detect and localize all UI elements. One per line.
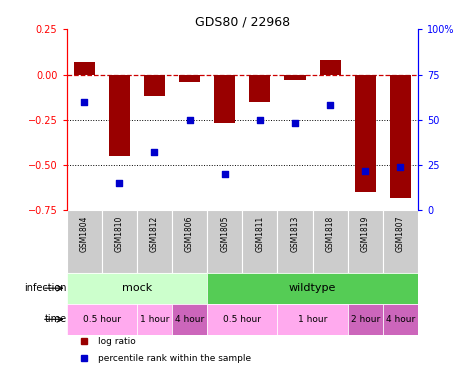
Text: percentile rank within the sample: percentile rank within the sample	[98, 354, 251, 363]
Text: GSM1812: GSM1812	[150, 215, 159, 251]
Bar	[66, 273, 207, 304]
Text: GSM1805: GSM1805	[220, 215, 229, 252]
Text: log ratio: log ratio	[98, 337, 136, 346]
Text: infection: infection	[24, 283, 67, 293]
Point	[80, 99, 88, 105]
Text: GSM1813: GSM1813	[291, 215, 299, 252]
Text: time: time	[44, 314, 66, 324]
Bar	[172, 304, 207, 335]
Bar	[355, 75, 376, 192]
Bar	[137, 304, 172, 335]
Bar	[207, 304, 277, 335]
Bar	[348, 304, 383, 335]
Bar	[277, 304, 348, 335]
Bar	[390, 75, 411, 198]
Bar	[214, 75, 235, 123]
Bar	[277, 210, 313, 273]
Bar	[179, 75, 200, 82]
Text: GSM1810: GSM1810	[115, 215, 124, 252]
Text: 1 hour: 1 hour	[298, 315, 327, 324]
Point	[151, 149, 158, 155]
Bar	[348, 210, 383, 273]
Text: 0.5 hour: 0.5 hour	[83, 315, 121, 324]
Bar	[207, 210, 242, 273]
Bar	[102, 210, 137, 273]
Point	[397, 164, 404, 170]
Text: GSM1806: GSM1806	[185, 215, 194, 252]
Bar	[207, 273, 418, 304]
Text: GSM1811: GSM1811	[256, 215, 264, 251]
Bar	[249, 75, 270, 102]
Bar	[320, 60, 341, 75]
Point	[256, 117, 264, 123]
Bar	[137, 210, 172, 273]
Text: GSM1818: GSM1818	[326, 215, 334, 251]
Text: GSM1804: GSM1804	[80, 215, 88, 252]
Bar	[383, 210, 418, 273]
Bar	[109, 75, 130, 156]
Point	[361, 168, 369, 173]
Title: GDS80 / 22968: GDS80 / 22968	[195, 15, 290, 28]
Point	[326, 102, 334, 108]
Text: GSM1807: GSM1807	[396, 215, 405, 252]
Bar	[242, 210, 277, 273]
Bar	[285, 75, 305, 80]
Point	[291, 120, 299, 126]
Text: GSM1819: GSM1819	[361, 215, 370, 252]
Point	[186, 117, 193, 123]
Point	[115, 180, 123, 186]
Bar	[172, 210, 207, 273]
Text: 0.5 hour: 0.5 hour	[223, 315, 261, 324]
Text: mock: mock	[122, 283, 152, 293]
Bar	[74, 62, 95, 75]
Bar	[144, 75, 165, 96]
Bar	[383, 304, 418, 335]
Bar	[66, 210, 102, 273]
Text: 4 hour: 4 hour	[386, 315, 415, 324]
Point	[221, 171, 228, 177]
Text: 4 hour: 4 hour	[175, 315, 204, 324]
Text: 2 hour: 2 hour	[351, 315, 380, 324]
Text: 1 hour: 1 hour	[140, 315, 169, 324]
Bar	[313, 210, 348, 273]
Text: wildtype: wildtype	[289, 283, 336, 293]
Bar	[66, 304, 137, 335]
